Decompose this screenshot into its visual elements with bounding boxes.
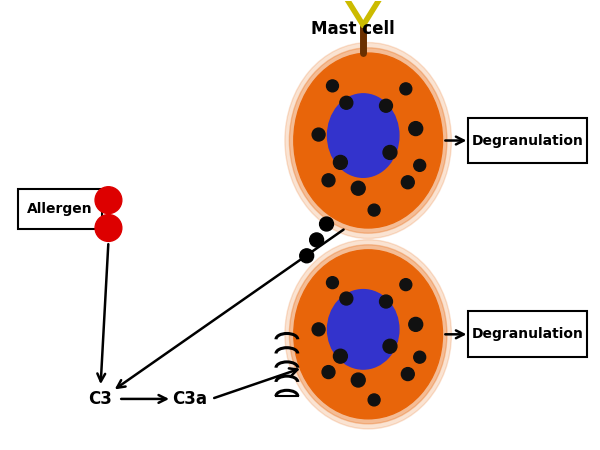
Text: C3a: C3a [172,390,207,408]
Ellipse shape [328,94,399,177]
Circle shape [401,176,414,189]
Ellipse shape [285,43,451,239]
Circle shape [322,366,335,378]
Ellipse shape [289,245,447,424]
Ellipse shape [294,53,443,228]
Circle shape [326,80,338,92]
Circle shape [380,295,392,308]
Text: Allergen: Allergen [27,202,92,216]
FancyBboxPatch shape [468,311,587,357]
Circle shape [300,249,314,263]
Circle shape [380,99,392,112]
Circle shape [414,159,425,171]
Circle shape [409,122,422,135]
FancyBboxPatch shape [468,117,587,163]
Circle shape [352,373,365,387]
Circle shape [95,215,122,241]
Circle shape [334,155,347,169]
Text: Degranulation: Degranulation [472,134,584,148]
Circle shape [312,323,325,336]
Ellipse shape [294,250,443,419]
Ellipse shape [289,48,447,233]
Circle shape [322,174,335,187]
Circle shape [400,83,412,95]
FancyBboxPatch shape [18,189,101,229]
Ellipse shape [328,290,399,369]
Circle shape [340,292,353,305]
Circle shape [340,96,353,109]
Text: Degranulation: Degranulation [472,327,584,341]
Circle shape [334,349,347,363]
Circle shape [312,128,325,141]
Text: C3: C3 [89,390,112,408]
Circle shape [383,145,397,159]
Circle shape [383,339,397,353]
Circle shape [310,233,323,247]
Text: Mast cell: Mast cell [311,20,395,38]
Circle shape [326,277,338,288]
Circle shape [414,351,425,363]
Circle shape [409,317,422,331]
Circle shape [95,187,122,214]
Circle shape [400,279,412,291]
Circle shape [352,181,365,195]
Circle shape [368,204,380,216]
Ellipse shape [285,240,451,429]
Circle shape [320,217,334,231]
Circle shape [368,394,380,406]
Circle shape [401,368,414,381]
